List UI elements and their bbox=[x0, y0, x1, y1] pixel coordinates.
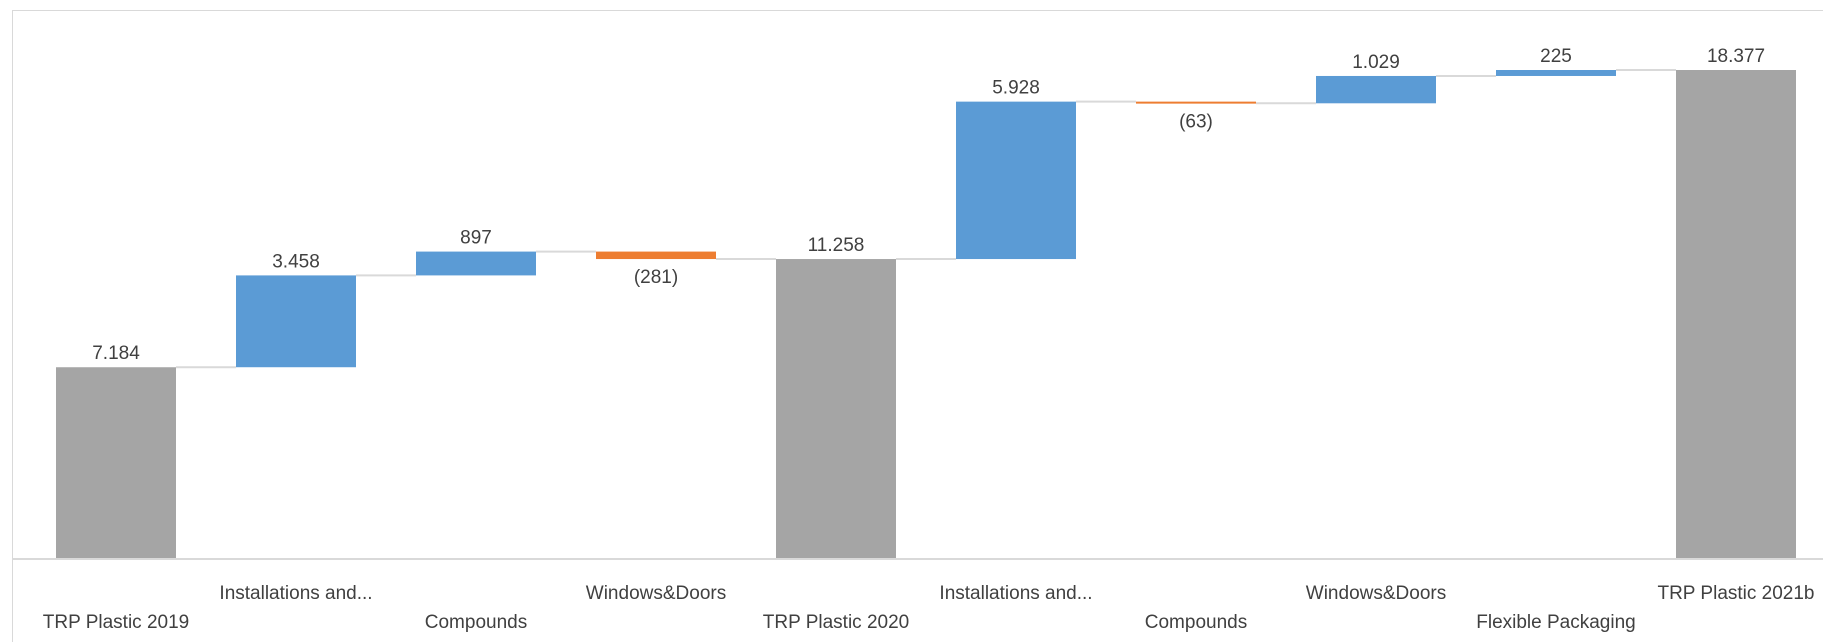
category-label: Compounds bbox=[1145, 612, 1247, 633]
bar-total bbox=[1676, 70, 1796, 558]
category-label: TRP Plastic 2021b bbox=[1657, 583, 1814, 604]
data-label: (281) bbox=[634, 267, 678, 288]
data-label: 3.458 bbox=[272, 251, 320, 272]
bar-total bbox=[56, 367, 176, 558]
chart-frame bbox=[12, 10, 1823, 642]
bar-increase bbox=[1496, 70, 1616, 76]
data-label: 18.377 bbox=[1707, 46, 1765, 67]
category-label: Installations and... bbox=[219, 583, 372, 604]
bar-increase bbox=[236, 275, 356, 368]
category-label: Flexible Packaging bbox=[1476, 612, 1635, 633]
data-label: 897 bbox=[460, 228, 492, 249]
category-label: TRP Plastic 2020 bbox=[763, 612, 909, 633]
bar-decrease bbox=[1136, 101, 1256, 104]
bar-total bbox=[776, 259, 896, 558]
data-label: 11.258 bbox=[808, 235, 865, 256]
data-label: 5.928 bbox=[992, 78, 1040, 99]
category-label: TRP Plastic 2019 bbox=[43, 612, 189, 633]
data-label: 7.184 bbox=[92, 343, 140, 364]
category-label: Windows&Doors bbox=[1306, 583, 1446, 604]
category-label: Compounds bbox=[425, 612, 527, 633]
bar-increase bbox=[1316, 75, 1436, 104]
bar-decrease bbox=[596, 251, 716, 260]
category-label: Installations and... bbox=[939, 583, 1092, 604]
category-label: Windows&Doors bbox=[586, 583, 726, 604]
bar-increase bbox=[956, 101, 1076, 260]
data-label: (63) bbox=[1179, 111, 1213, 132]
data-label: 1.029 bbox=[1352, 52, 1400, 73]
bar-increase bbox=[416, 251, 536, 276]
data-label: 225 bbox=[1540, 46, 1572, 67]
